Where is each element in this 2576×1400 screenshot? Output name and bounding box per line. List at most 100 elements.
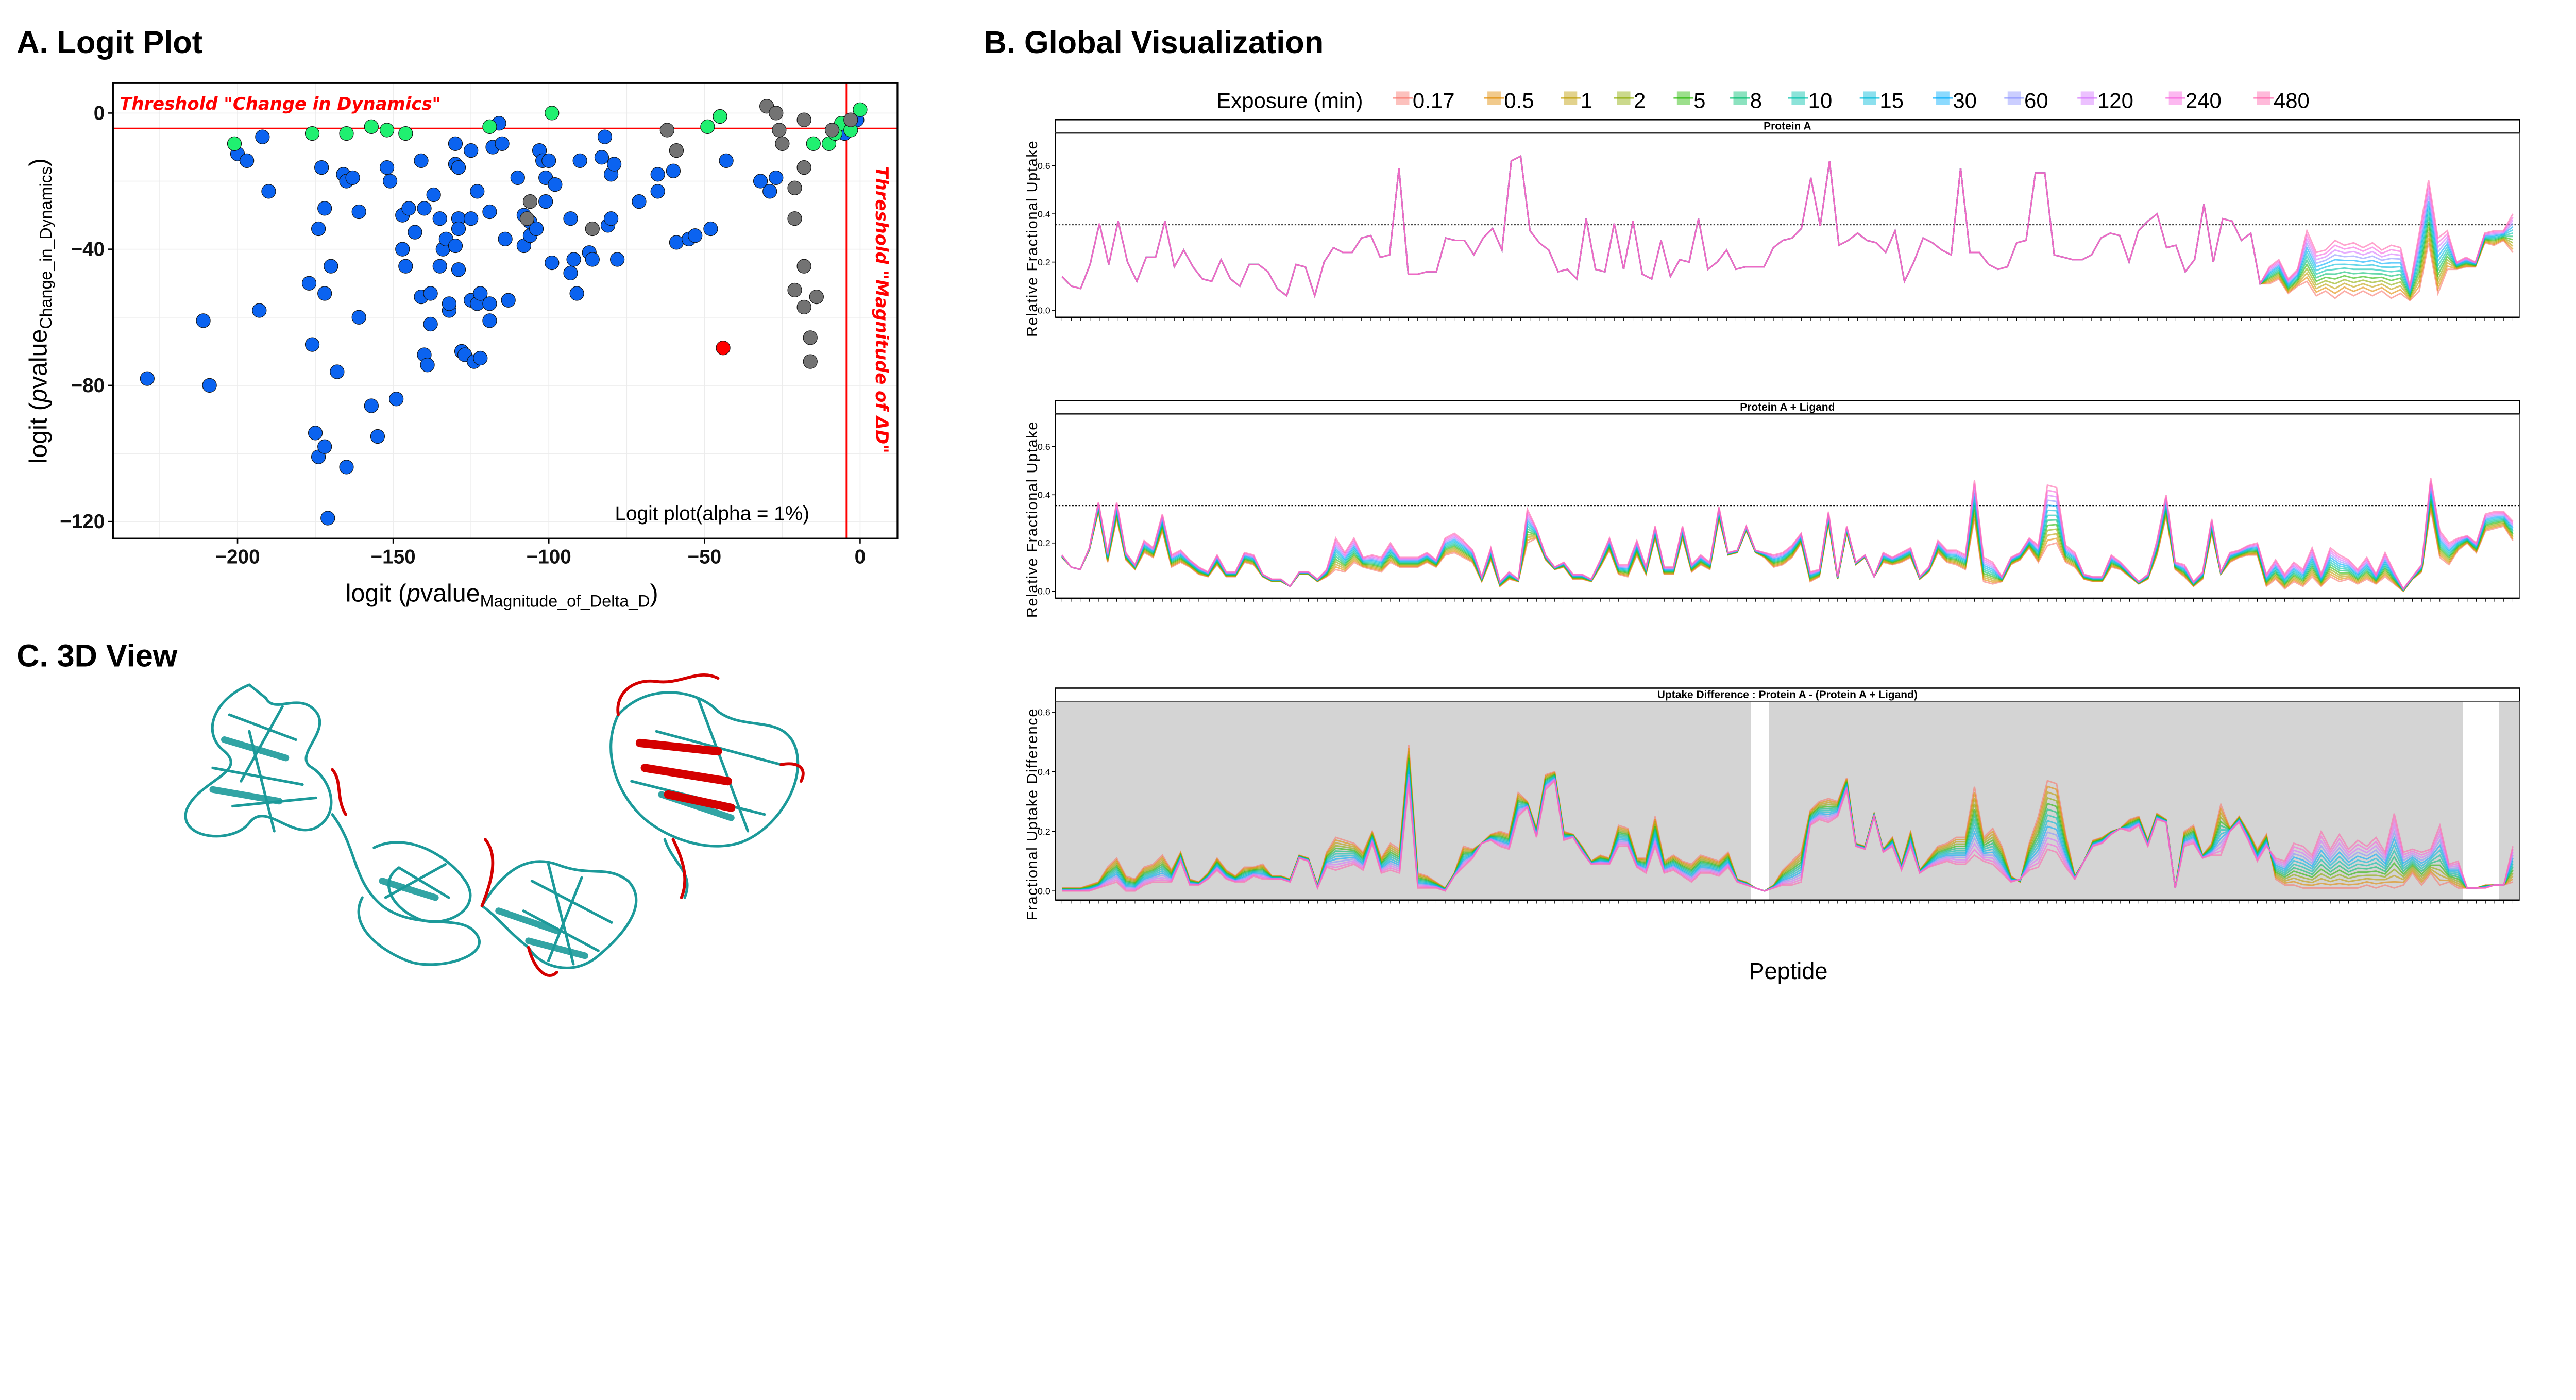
legend-item: 15	[1859, 89, 1904, 113]
data-point-not-significant	[787, 180, 802, 195]
legend-item: 0.17	[1393, 89, 1455, 113]
legend-label: 1	[1581, 89, 1592, 113]
data-point-significant-dynamics-only	[482, 119, 497, 134]
data-point-significant-both	[379, 160, 395, 175]
data-point-significant-both	[666, 163, 681, 178]
y-tick-label: 0.6	[1038, 442, 1050, 452]
legend-item: 60	[2004, 89, 2048, 113]
data-point-significant-both	[442, 296, 457, 311]
logit-points	[140, 99, 868, 526]
data-point-significant-both	[538, 194, 553, 209]
ylabel-prefix: logit (	[24, 402, 52, 463]
data-point-significant-both	[632, 194, 647, 209]
data-point-significant-both	[252, 303, 267, 318]
y-axis-label: Relative Fractional Uptake	[1024, 140, 1041, 337]
xlabel-main: value	[420, 580, 480, 608]
data-point-significant-dynamics-only	[713, 109, 727, 124]
protein-3d-structure	[184, 673, 805, 977]
not-significant-band	[1751, 701, 1769, 901]
y-tick-label: 0.4	[1038, 209, 1050, 220]
data-point-significant-both	[510, 170, 525, 185]
legend-title: Exposure (min)	[1216, 89, 1363, 113]
data-point-not-significant	[775, 136, 790, 151]
data-point-not-significant	[787, 211, 802, 226]
data-point-significant-dynamics-only	[700, 119, 715, 134]
data-point-significant-both	[140, 371, 155, 386]
legend-label: 30	[1953, 89, 1977, 113]
y-tick-label: 0.0	[1038, 886, 1050, 897]
figure: A. Logit Plot B. Global Visualization C.…	[16, 25, 2520, 984]
x-tick-label: −150	[371, 546, 416, 568]
facet-strip-label: Protein A + Ligand	[1740, 401, 1835, 413]
logit-plot-border	[112, 82, 899, 539]
x-tick-label: 0	[855, 546, 866, 568]
data-point-significant-both	[501, 293, 516, 308]
data-point-not-significant	[796, 112, 811, 127]
y-axis-label: Relative Fractional Uptake	[1024, 421, 1041, 618]
data-point-significant-both	[255, 129, 270, 144]
data-point-significant-both	[548, 177, 563, 192]
data-point-significant-both	[432, 259, 447, 274]
data-point-significant-both	[395, 242, 410, 257]
y-tick-label: 0.0	[1038, 586, 1050, 597]
data-point-not-significant	[669, 143, 684, 158]
facet-strip-label: Protein A	[1764, 121, 1811, 132]
data-point-significant-both	[398, 259, 413, 274]
data-point-not-significant	[769, 106, 784, 121]
data-point-significant-both	[482, 313, 497, 328]
data-point-significant-both	[401, 201, 416, 216]
data-point-not-significant	[796, 160, 811, 175]
y-tick-label: 0.6	[1038, 707, 1050, 718]
logit-plot: −200 −150 −100 −50 0 0 −40 −80 −120 Threshold "C…	[24, 82, 899, 611]
legend-item: 480	[2253, 89, 2310, 113]
data-point-significant-both	[339, 460, 354, 475]
data-point-significant-both	[482, 296, 497, 311]
y-tick-label: −40	[71, 239, 105, 261]
legend-item: 2	[1614, 89, 1646, 113]
xlabel-prefix: logit (	[346, 580, 406, 608]
logit-y-axis-label: logit (pvalueChange_in_Dynamics)	[24, 158, 55, 463]
data-point-significant-both	[364, 398, 379, 413]
data-point-significant-both	[769, 170, 784, 185]
data-point-significant-both	[610, 252, 625, 267]
data-point-significant-both	[389, 392, 404, 407]
data-point-not-significant	[824, 123, 840, 138]
data-point-significant-both	[669, 235, 684, 250]
data-point-significant-both	[597, 129, 613, 144]
logit-x-axis-label: logit (pvalueMagnitude_of_Delta_D)	[346, 580, 658, 611]
y-tick-label: −80	[71, 375, 105, 397]
legend-label: 0.5	[1504, 89, 1534, 113]
data-point-significant-both	[196, 313, 211, 328]
panel-a-title: A. Logit Plot	[16, 25, 202, 60]
legend-item: 0.5	[1484, 89, 1534, 113]
data-point-significant-both	[473, 286, 488, 301]
data-point-significant-both	[261, 184, 276, 199]
data-point-significant-both	[606, 157, 622, 172]
legend-label: 10	[1808, 89, 1833, 113]
data-point-significant-both	[317, 439, 332, 454]
data-point-significant-both	[529, 221, 544, 237]
x-tick-label: −50	[688, 546, 722, 568]
data-point-not-significant	[803, 354, 818, 369]
series-line-120	[1061, 155, 2514, 299]
data-point-significant-both	[382, 174, 398, 189]
legend-label: 240	[2185, 89, 2222, 113]
data-point-significant-both	[753, 174, 768, 189]
data-point-significant-both	[423, 286, 438, 301]
data-point-significant-both	[432, 211, 447, 226]
data-point-significant-both	[541, 153, 556, 168]
y-tick-label: 0.0	[1038, 306, 1050, 316]
data-point-significant-both	[545, 255, 560, 271]
data-point-significant-dynamics-only	[398, 126, 413, 141]
data-point-significant-both	[426, 187, 441, 203]
legend-label: 8	[1750, 89, 1762, 113]
legend-item: 120	[2077, 89, 2133, 113]
data-point-significant-both	[408, 225, 422, 240]
series-line-5	[1061, 498, 2514, 592]
data-point-not-significant	[519, 211, 535, 226]
ylabel-main: value	[24, 329, 52, 389]
legend-label: 0.17	[1413, 89, 1455, 113]
series-line-480	[1061, 155, 2514, 299]
data-point-significant-dynamics-only	[853, 102, 868, 117]
